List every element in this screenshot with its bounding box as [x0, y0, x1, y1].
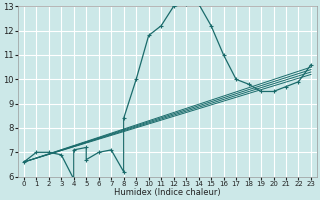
X-axis label: Humidex (Indice chaleur): Humidex (Indice chaleur): [114, 188, 221, 197]
